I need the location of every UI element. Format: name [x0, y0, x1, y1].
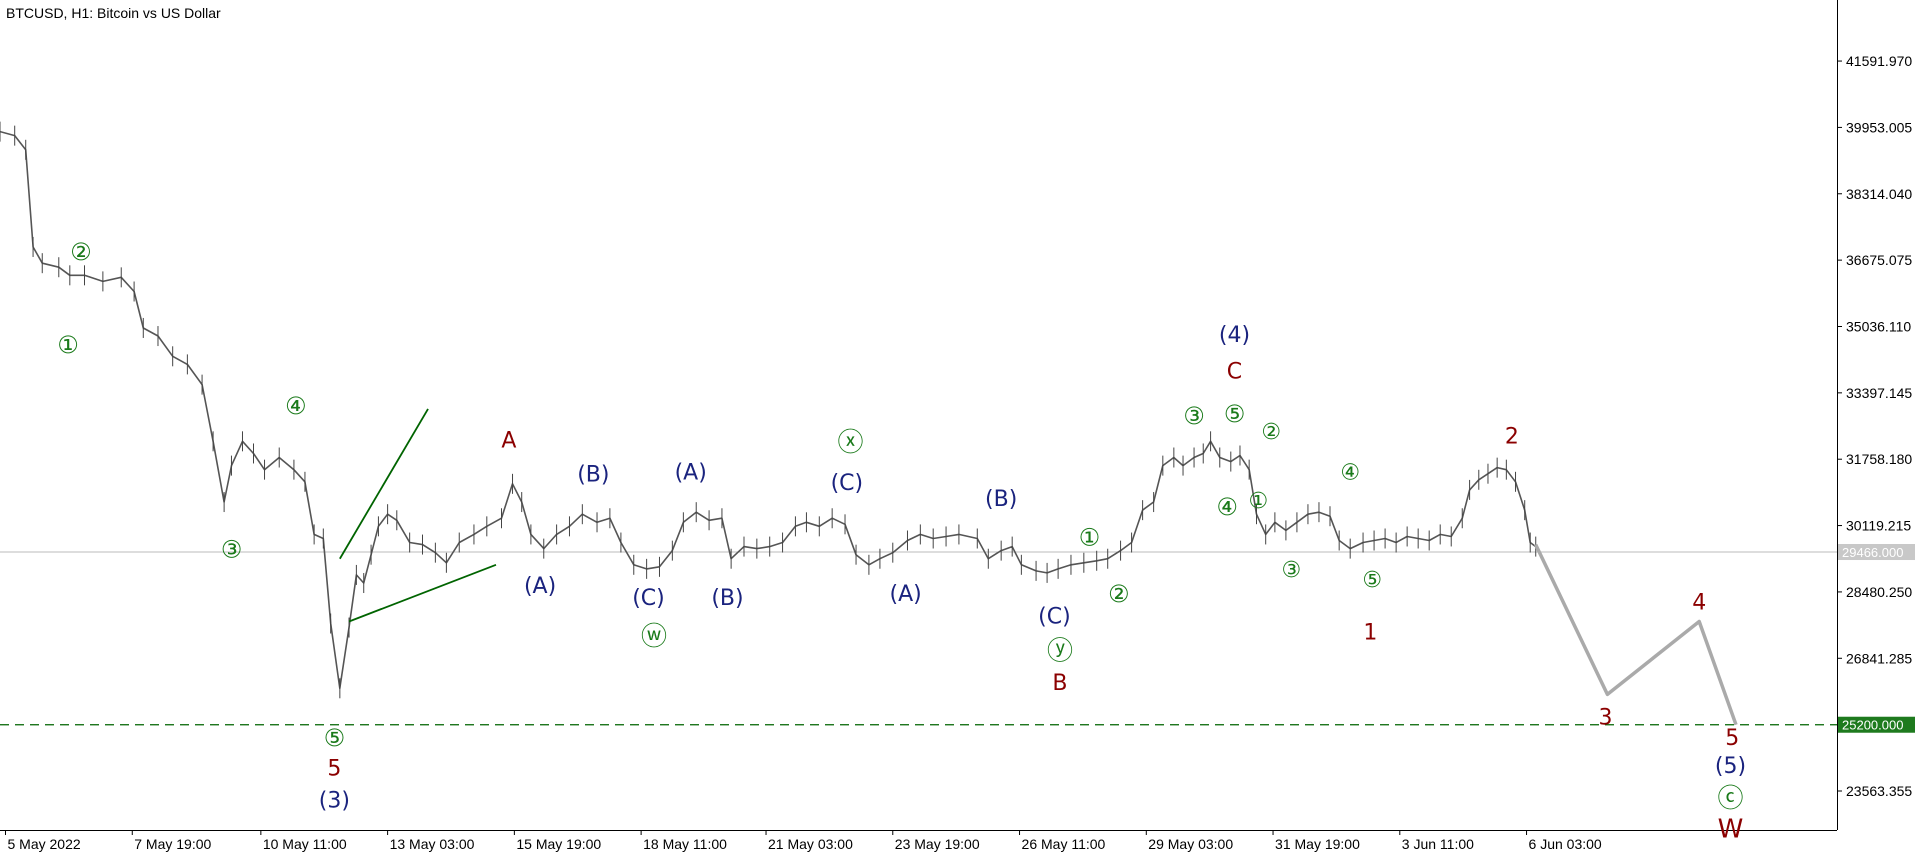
wave-label: ②	[1261, 420, 1281, 445]
wave-label: (A)	[524, 574, 556, 599]
triangle-line	[348, 563, 497, 623]
wave-label: ⓦ	[641, 622, 667, 652]
wave-label: 1	[1363, 621, 1377, 646]
projection-line	[1534, 543, 1738, 726]
plot-frame	[0, 0, 1838, 831]
wave-label: (C)	[1038, 604, 1071, 629]
y-tick-label: 23563.355	[1846, 783, 1912, 799]
wave-label: ④	[1340, 461, 1360, 486]
wave-label: ⑤	[324, 724, 346, 752]
y-tick-label: 28480.250	[1846, 584, 1912, 600]
current-price-tag-label: 29466.000	[1842, 545, 1903, 560]
x-tick-label: 15 May 19:00	[516, 836, 601, 852]
y-tick-label: 26841.285	[1846, 650, 1912, 666]
wave-label: ④	[1216, 493, 1238, 521]
y-tick-label: 33397.145	[1846, 385, 1912, 401]
x-tick-label: 3 Jun 11:00	[1402, 836, 1474, 852]
wave-label: 5	[327, 756, 341, 781]
wave-label: 3	[1599, 706, 1613, 731]
y-tick-label: 35036.110	[1846, 318, 1911, 334]
x-tick-label: 31 May 19:00	[1275, 836, 1360, 852]
y-tick-label: 39953.005	[1846, 119, 1912, 135]
support-price-tag-box	[1838, 716, 1915, 733]
wave-label: ⓧ	[838, 428, 864, 458]
y-tick-label: 30119.215	[1846, 518, 1911, 534]
wave-label: 5	[1725, 726, 1739, 751]
x-tick-label: 29 May 03:00	[1148, 836, 1233, 852]
wave-label: ⑤	[1224, 400, 1246, 428]
wave-label: ③	[221, 536, 243, 564]
y-tick-label: 36675.075	[1846, 252, 1912, 268]
time-axis: 5 May 2022 7 May 19:00 10 May 11:00 13 May …	[5, 830, 1602, 852]
x-tick-label: 26 May 11:00	[1022, 836, 1106, 852]
wave-label: (A)	[675, 461, 707, 486]
wave-label: ⓒ	[1717, 784, 1743, 814]
price-plot	[0, 121, 1837, 726]
wave-label: W	[1718, 815, 1744, 845]
wave-label: ②	[70, 238, 92, 266]
wave-label: ①	[57, 331, 79, 359]
y-tick-label: 41591.970	[1846, 53, 1912, 69]
y-tick-label: 38314.040	[1846, 186, 1912, 202]
wave-label: ①	[1248, 489, 1268, 514]
wave-label: (B)	[711, 586, 743, 611]
x-tick-label: 7 May 19:00	[134, 836, 211, 852]
x-tick-label: 5 May 2022	[8, 836, 81, 852]
support-price-tag-label: 25200.000	[1842, 718, 1903, 733]
price-line	[0, 130, 1537, 690]
wave-label: (C)	[632, 586, 665, 611]
x-tick-label: 23 May 19:00	[895, 836, 980, 852]
wave-label: (B)	[577, 463, 609, 488]
wave-label: (C)	[831, 471, 864, 496]
x-tick-label: 21 May 03:00	[768, 836, 853, 852]
wave-label: C	[1227, 359, 1242, 384]
wave-label: 4	[1692, 590, 1706, 615]
y-tick-label: 31758.180	[1846, 451, 1912, 467]
x-tick-label: 13 May 03:00	[390, 836, 475, 852]
wave-label: B	[1052, 671, 1067, 696]
x-tick-label: 10 May 11:00	[263, 836, 347, 852]
price-axis: 41591.970 39953.005 38314.040 36675.075 3503…	[1837, 53, 1915, 799]
wave-label: ①	[1079, 523, 1101, 551]
chart-title: BTCUSD, H1: Bitcoin vs US Dollar	[6, 5, 221, 21]
wave-label: ⓨ	[1047, 636, 1073, 666]
wave-label: ③	[1183, 402, 1205, 430]
current-price-tag-box	[1838, 544, 1915, 561]
wave-label: ④	[285, 392, 307, 420]
wave-label: A	[501, 428, 516, 453]
wave-label: (B)	[985, 487, 1017, 512]
x-tick-label: 6 Jun 03:00	[1529, 836, 1602, 852]
wave-label: ③	[1282, 558, 1302, 583]
x-tick-label: 18 May 11:00	[643, 836, 727, 852]
wave-label: (3)	[319, 789, 350, 814]
wave-label: ②	[1108, 580, 1130, 608]
wave-label: (5)	[1715, 754, 1746, 779]
triangle-line	[339, 408, 429, 560]
wave-label: (A)	[890, 582, 922, 607]
wave-label: (4)	[1219, 323, 1250, 348]
wave-label: 2	[1505, 424, 1519, 449]
wave-label: ⑤	[1362, 568, 1382, 593]
